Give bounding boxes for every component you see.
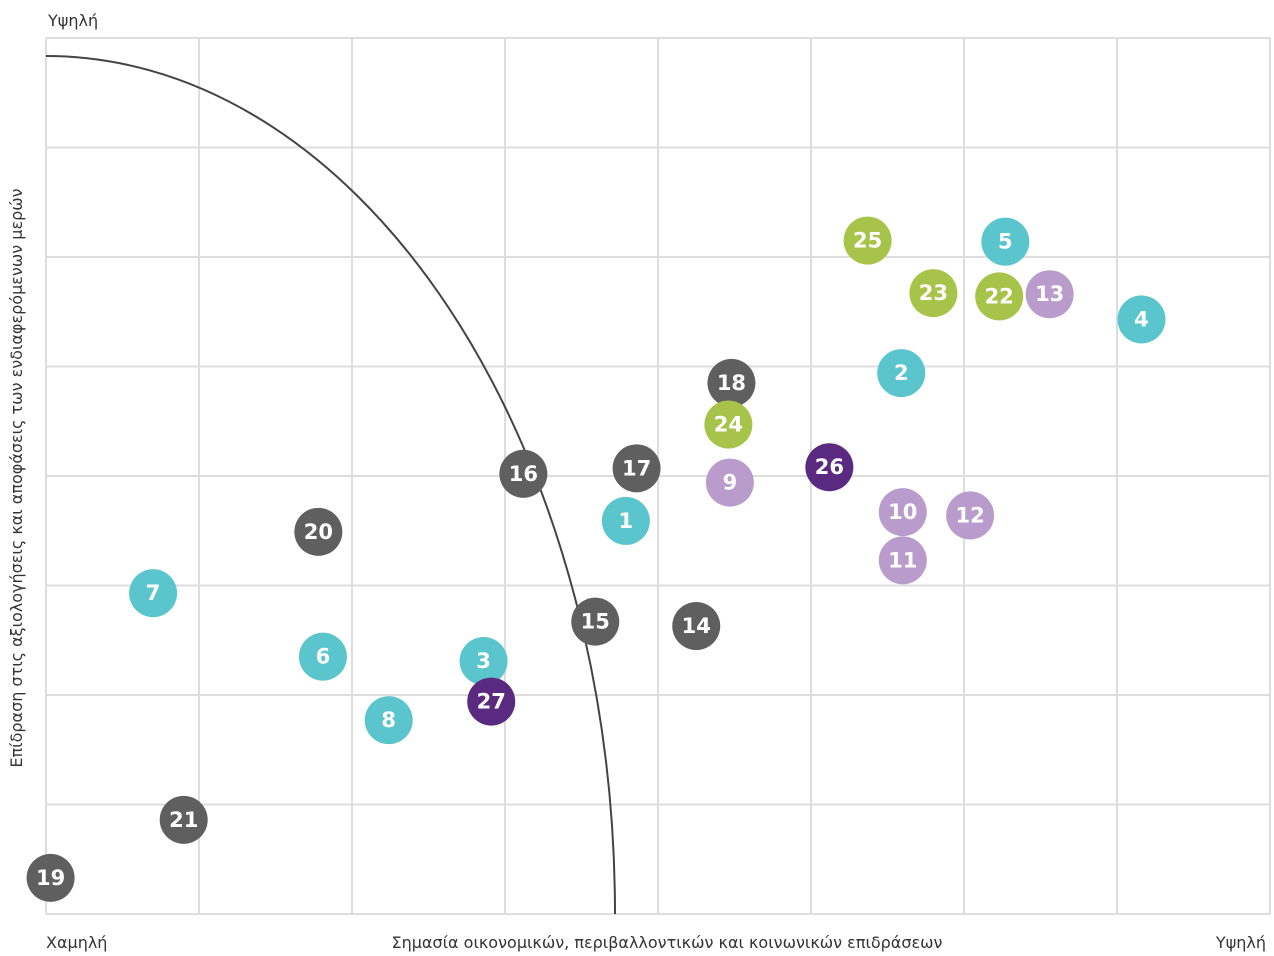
data-point-label: 14 (682, 614, 711, 638)
data-point-marker (981, 217, 1030, 266)
data-point-marker (707, 358, 756, 407)
data-point-19: 19 (26, 853, 75, 902)
grid (45, 37, 1271, 915)
data-point-label: 15 (581, 610, 610, 634)
data-point-10: 10 (878, 488, 927, 537)
data-point-marker (129, 569, 178, 618)
data-point-label: 11 (888, 548, 917, 572)
data-point-label: 7 (146, 581, 161, 605)
threshold-curve (45, 55, 616, 915)
x-axis-low-label: Χαμηλή (46, 933, 107, 952)
data-point-22: 22 (975, 272, 1024, 321)
data-point-marker (909, 269, 958, 318)
data-point-label: 4 (1134, 307, 1149, 331)
x-axis-high-label: Υψηλή (1215, 933, 1266, 952)
data-point-24: 24 (704, 400, 753, 449)
data-point-label: 24 (714, 413, 743, 437)
data-point-marker (298, 632, 347, 681)
data-point-26: 26 (805, 443, 854, 492)
data-point-27: 27 (467, 677, 516, 726)
data-point-marker (294, 507, 343, 556)
data-point-20: 20 (294, 507, 343, 556)
data-point-marker (877, 349, 926, 398)
data-point-25: 25 (843, 216, 892, 265)
data-point-label: 8 (381, 708, 396, 732)
data-point-marker (1025, 270, 1074, 319)
data-point-label: 18 (717, 371, 746, 395)
data-point-18: 18 (707, 358, 756, 407)
data-point-17: 17 (612, 444, 661, 493)
data-point-marker (571, 597, 620, 646)
data-point-marker (705, 458, 754, 507)
data-point-marker (499, 449, 548, 498)
data-point-label: 16 (509, 462, 538, 486)
data-point-label: 19 (36, 866, 65, 890)
data-point-marker (672, 602, 721, 651)
data-point-label: 5 (998, 230, 1013, 254)
data-point-23: 23 (909, 269, 958, 318)
data-point-label: 25 (853, 229, 882, 253)
data-point-8: 8 (364, 696, 413, 745)
data-point-label: 21 (169, 808, 198, 832)
data-point-marker (975, 272, 1024, 321)
data-point-marker (459, 637, 508, 686)
data-point-label: 3 (476, 649, 491, 673)
data-point-13: 13 (1025, 270, 1074, 319)
data-point-marker (878, 488, 927, 537)
x-axis-title: Σημασία οικονομικών, περιβαλλοντικών και… (392, 933, 943, 952)
data-point-label: 20 (304, 520, 333, 544)
data-point-15: 15 (571, 597, 620, 646)
data-point-marker (704, 400, 753, 449)
data-point-marker (843, 216, 892, 265)
data-point-marker (26, 853, 75, 902)
data-point-16: 16 (499, 449, 548, 498)
data-point-6: 6 (298, 632, 347, 681)
data-point-14: 14 (672, 602, 721, 651)
data-point-marker (601, 496, 650, 545)
data-point-label: 1 (619, 509, 634, 533)
data-point-12: 12 (946, 491, 995, 540)
data-point-marker (364, 696, 413, 745)
data-point-marker (1117, 295, 1166, 344)
data-point-label: 6 (316, 645, 331, 669)
data-point-label: 26 (815, 455, 844, 479)
data-point-marker (612, 444, 661, 493)
y-axis-high-label: Υψηλή (47, 11, 98, 30)
data-point-label: 9 (723, 471, 738, 495)
data-point-5: 5 (981, 217, 1030, 266)
data-point-9: 9 (705, 458, 754, 507)
data-point-4: 4 (1117, 295, 1166, 344)
data-point-marker (467, 677, 516, 726)
data-point-7: 7 (129, 569, 178, 618)
data-point-3: 3 (459, 637, 508, 686)
data-point-marker (805, 443, 854, 492)
data-point-11: 11 (878, 536, 927, 585)
y-axis-title: Επίδραση στις αξιολογήσεις και αποφάσεις… (7, 188, 26, 767)
data-point-2: 2 (877, 349, 926, 398)
data-point-label: 27 (477, 690, 506, 714)
data-point-label: 13 (1035, 282, 1064, 306)
data-point-label: 23 (919, 281, 948, 305)
data-point-label: 12 (956, 503, 985, 527)
data-point-marker (159, 795, 208, 844)
data-point-label: 22 (985, 284, 1014, 308)
data-point-marker (878, 536, 927, 585)
data-point-21: 21 (159, 795, 208, 844)
data-point-label: 2 (894, 361, 909, 385)
data-point-1: 1 (601, 496, 650, 545)
data-point-label: 17 (622, 456, 651, 480)
data-point-marker (946, 491, 995, 540)
data-point-label: 10 (888, 500, 917, 524)
